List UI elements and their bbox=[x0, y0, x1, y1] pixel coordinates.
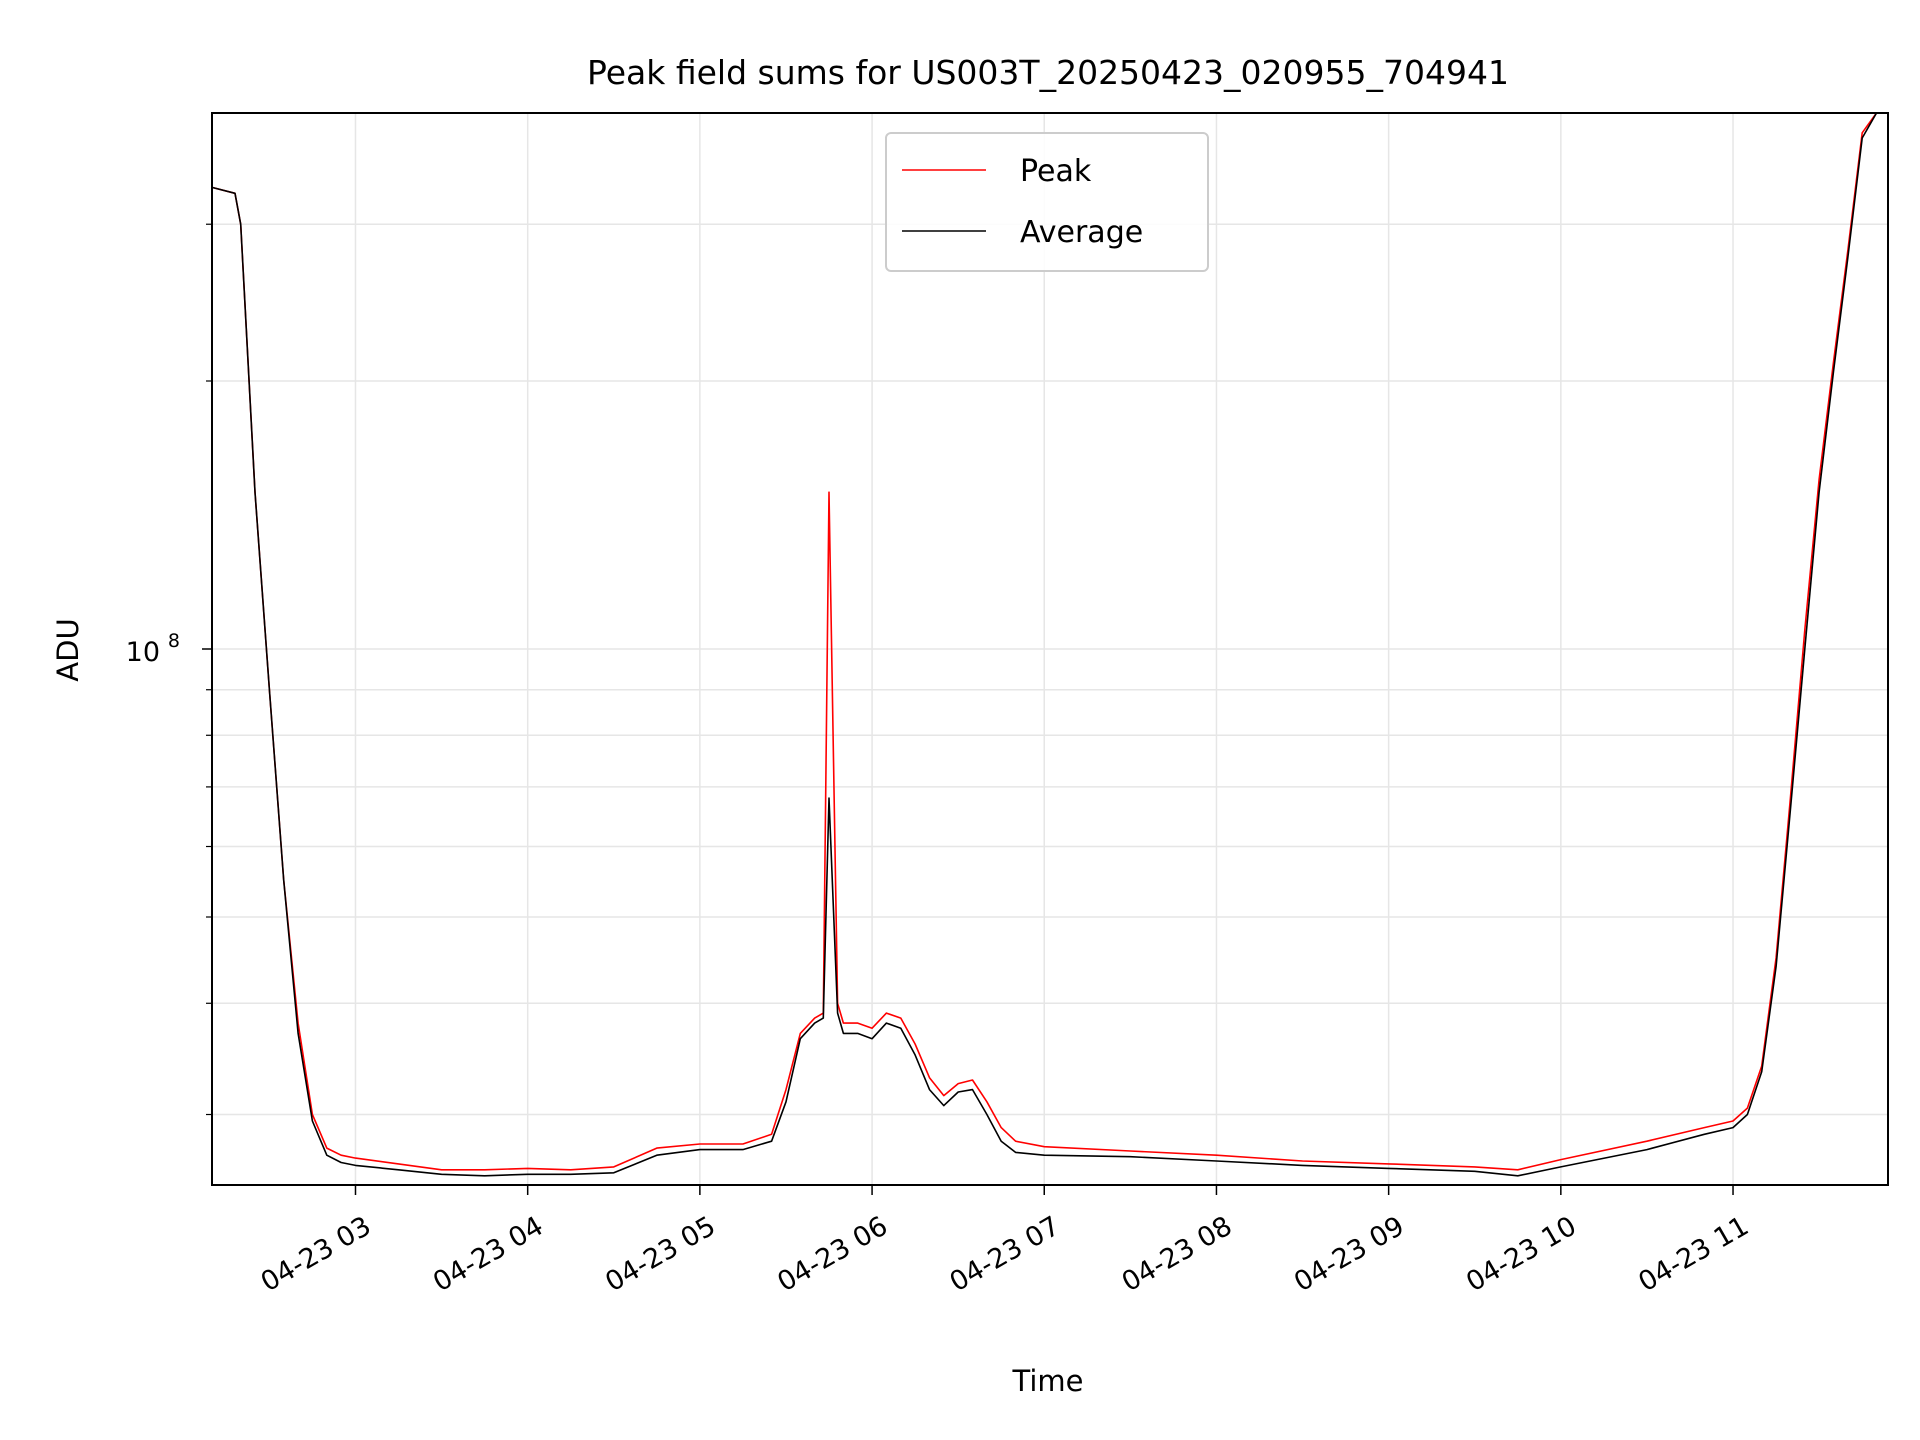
series-line-peak bbox=[211, 112, 1878, 1171]
legend: Peak Average bbox=[885, 132, 1209, 272]
y-axis: 10 8 bbox=[126, 223, 212, 1116]
plot-lines bbox=[211, 112, 1878, 1177]
x-axis-label: Time bbox=[1012, 1364, 1084, 1398]
legend-label-peak: Peak bbox=[1020, 154, 1092, 189]
y-tick-label-exponent: 8 bbox=[168, 630, 180, 652]
series-line-average bbox=[211, 112, 1878, 1177]
grid bbox=[212, 113, 1888, 1185]
y-axis-label: ADU bbox=[51, 618, 85, 681]
legend-label-average: Average bbox=[1020, 215, 1143, 250]
y-tick-label: 10 bbox=[126, 637, 160, 668]
chart-title: Peak field sums for US003T_20250423_0209… bbox=[587, 53, 1509, 92]
legend-box bbox=[885, 132, 1209, 272]
